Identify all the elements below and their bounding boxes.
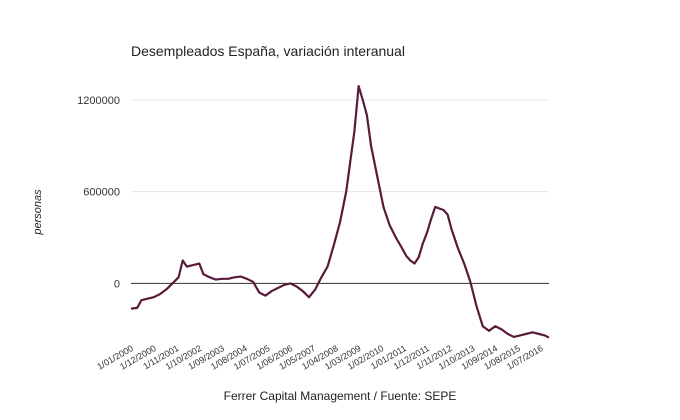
series-line <box>130 85 550 339</box>
y-tick-label: 0 <box>114 278 120 290</box>
y-axis-ticks: 1200000 600000 0 <box>77 95 120 291</box>
y-tick-label: 600000 <box>83 187 120 199</box>
x-axis-label: Ferrer Capital Management / Fuente: SEPE <box>224 389 457 403</box>
y-axis-label: personas <box>32 189 44 236</box>
grid <box>131 99 549 193</box>
y-tick-label: 1200000 <box>77 95 120 107</box>
x-axis-ticks: 1/01/20001/12/20001/11/20011/10/20021/09… <box>95 343 544 372</box>
chart-title: Desempleados España, variación interanua… <box>131 43 405 59</box>
